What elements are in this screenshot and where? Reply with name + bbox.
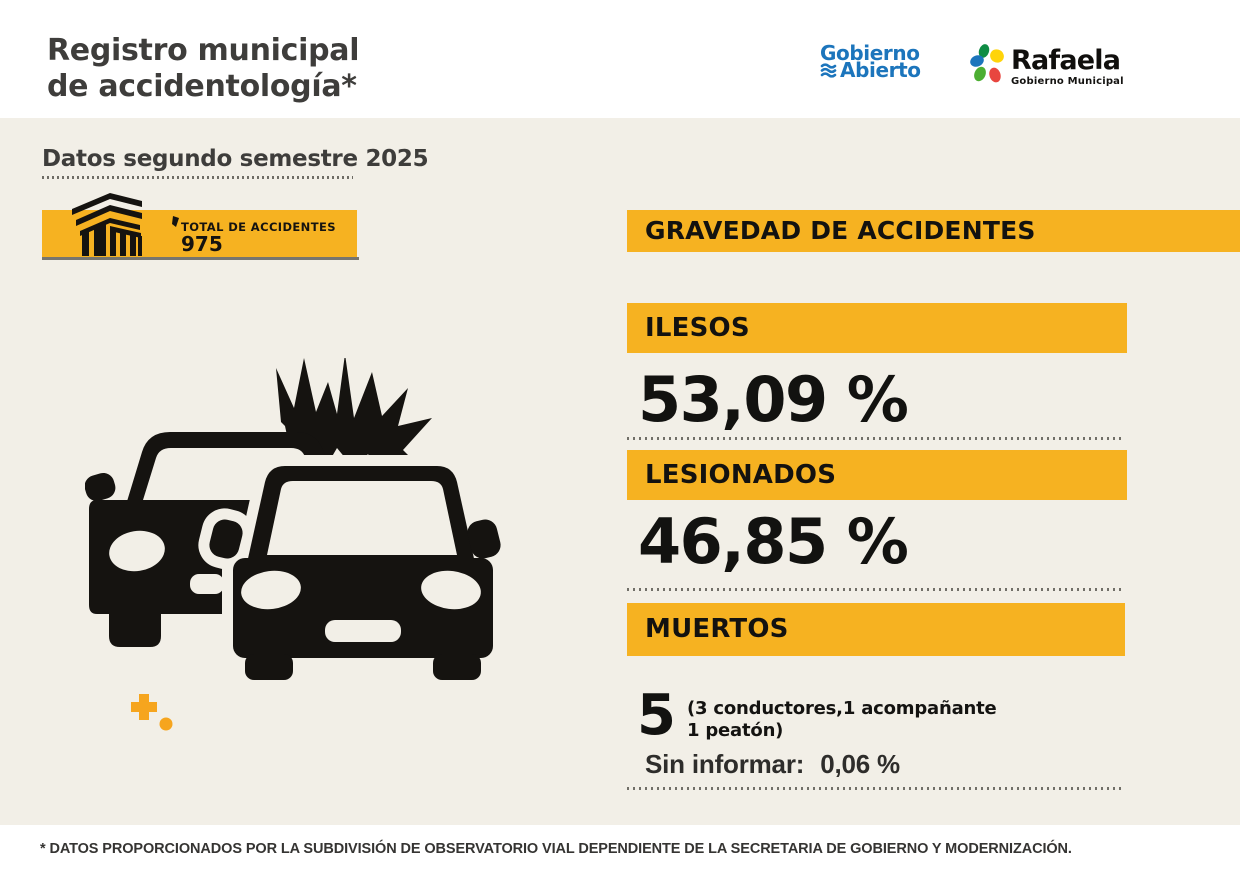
page-title-line1: Registro municipal (47, 33, 360, 68)
muertos-detail-row: 5 (3 conductores,1 acompañante 1 peatón) (637, 688, 997, 744)
muertos-detail-text: (3 conductores,1 acompañante 1 peatón) (687, 698, 997, 742)
total-accidents-underline (42, 257, 359, 260)
muertos-value: 5 (637, 683, 676, 748)
sin-informar-label: Sin informar: (645, 749, 805, 779)
plus-dot-decoration (131, 694, 173, 731)
rafaela-logo-text: Rafaela Gobierno Municipal (1011, 44, 1124, 88)
total-accidents-value: 975 (181, 232, 223, 256)
dotted-divider-3 (627, 787, 1125, 790)
gobierno-abierto-line2: Abierto (820, 58, 921, 82)
header: Registro municipal de accidentología* Go… (0, 0, 1240, 118)
sin-informar-value: 0,06 % (820, 749, 900, 779)
gobierno-abierto-logo: Gobierno Abierto (820, 41, 921, 82)
gobierno-abierto-word: Abierto (840, 58, 921, 82)
period-label: Datos segundo semestre 2025 (42, 146, 429, 172)
muertos-label-bar: MUERTOS (627, 603, 1125, 656)
rafaela-flower-icon (970, 44, 1004, 83)
tick-mark-icon (172, 216, 179, 227)
dotted-divider-2 (627, 588, 1125, 591)
municipal-building-icon (72, 193, 142, 256)
period-dotted-underline (42, 176, 353, 179)
dotted-divider-1 (627, 437, 1125, 440)
severity-header-bar: GRAVEDAD DE ACCIDENTES (627, 210, 1240, 252)
rafaela-logo: Rafaela Gobierno Municipal (970, 44, 1124, 87)
page-title: Registro municipal de accidentología* (47, 33, 359, 105)
muertos-detail-line2: 1 peatón) (686, 720, 784, 741)
rafaela-subtitle: Gobierno Municipal (1011, 76, 1124, 87)
page-title-line2: de accidentología* (47, 69, 357, 104)
lesionados-value: 46,85 % (638, 505, 909, 578)
footer: * DATOS PROPORCIONADOS POR LA SUBDIVISIÓ… (0, 825, 1240, 877)
total-accidents-label: TOTAL DE ACCIDENTES (181, 220, 336, 234)
ilesos-label-bar: ILESOS (627, 303, 1127, 353)
ilesos-value: 53,09 % (638, 363, 909, 436)
sin-informar-row: Sin informar: 0,06 % (645, 749, 900, 780)
car-crash-icon (85, 358, 512, 731)
gobierno-abierto-line1: Gobierno (820, 41, 920, 65)
muertos-detail-line1: (3 conductores,1 acompañante (686, 698, 997, 719)
waves-icon (820, 63, 837, 78)
rafaela-name: Rafaela (1011, 45, 1121, 76)
lesionados-label-bar: LESIONADOS (627, 450, 1127, 500)
footnote-text: * DATOS PROPORCIONADOS POR LA SUBDIVISIÓ… (40, 841, 1072, 857)
